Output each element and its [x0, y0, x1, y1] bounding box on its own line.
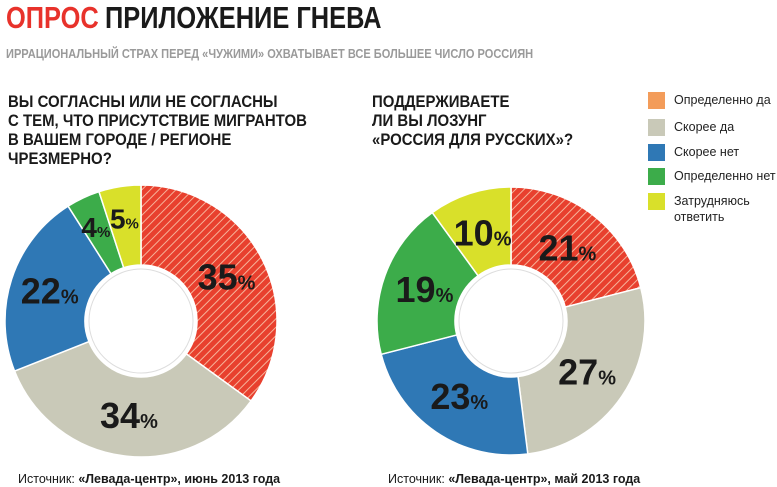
donut-slice [517, 286, 646, 455]
chart-1-source: Источник: «Левада-центр», июнь 2013 года [18, 472, 280, 486]
legend-label: Скорее нет [674, 145, 740, 159]
donut-chart-slogan: 21% 27% 23% 19%10% [376, 186, 646, 456]
legend-swatch [648, 193, 665, 210]
slice-label: 4% [81, 212, 110, 243]
source-name: «Левада-центр», июнь 2013 года [78, 472, 281, 486]
donut-slice [4, 205, 113, 373]
legend-label: Определенно нет [674, 169, 776, 183]
page-subtitle: ИРРАЦИОНАЛЬНЫЙ СТРАХ ПЕРЕД «ЧУЖИМИ» ОХВА… [6, 46, 534, 61]
legend-label: Скорее да [674, 120, 735, 134]
slice-label: 34% [100, 395, 158, 436]
donut-hole [88, 268, 194, 374]
source-name: «Левада-центр», май 2013 года [448, 472, 641, 486]
slice-label: 35% [198, 256, 256, 297]
donut-slice [380, 334, 529, 456]
donut-slice [13, 340, 253, 458]
slice-label: 5% [110, 203, 139, 234]
legend-item-undecided: Затрудняюсь ответить [648, 193, 777, 225]
slice-label: 10% [454, 213, 512, 254]
donut-slice [140, 184, 278, 402]
page-title: ПРИЛОЖЕНИЕ ГНЕВА [105, 0, 382, 35]
source-prefix: Источник: [388, 472, 449, 486]
legend-swatch [648, 144, 665, 161]
legend-item-definitely-yes: Определенно да [648, 92, 777, 109]
slice-label: 27% [558, 352, 616, 393]
slice-label: 23% [430, 376, 488, 417]
legend-item-rather-no: Скорее нет [648, 144, 777, 161]
chart-1-question: ВЫ СОГЛАСНЫ ИЛИ НЕ СОГЛАСНЫ С ТЕМ, ЧТО П… [8, 92, 307, 168]
chart-2-source: Источник: «Левада-центр», май 2013 года [388, 472, 640, 486]
legend-label: Определенно да [674, 93, 771, 107]
donut-slice [376, 211, 480, 356]
legend-swatch [648, 119, 665, 136]
slice-label: 21% [538, 227, 596, 268]
chart-2-question: ПОДДЕРЖИВАЕТЕ ЛИ ВЫ ЛОЗУНГ «РОССИЯ ДЛЯ Р… [372, 92, 574, 149]
donut-slice [98, 184, 142, 269]
donut-hole [458, 268, 564, 374]
section-tag: ОПРОС [6, 0, 99, 35]
donut-slice [431, 186, 512, 277]
donut-slice [510, 186, 642, 308]
header: ОПРОС ПРИЛОЖЕНИЕ ГНЕВА [6, 0, 442, 40]
legend-label: Затрудняюсь ответить [674, 194, 750, 224]
slice-label: 22% [21, 270, 79, 311]
slice-label: 19% [396, 269, 454, 310]
source-prefix: Источник: [18, 472, 79, 486]
legend-swatch [648, 168, 665, 185]
donut-chart-migrants: 35% 34% 22%4% 5% [4, 184, 278, 458]
legend-swatch [648, 92, 665, 109]
legend-item-definitely-no: Определенно нет [648, 168, 777, 185]
legend-item-rather-yes: Скорее да [648, 119, 777, 136]
